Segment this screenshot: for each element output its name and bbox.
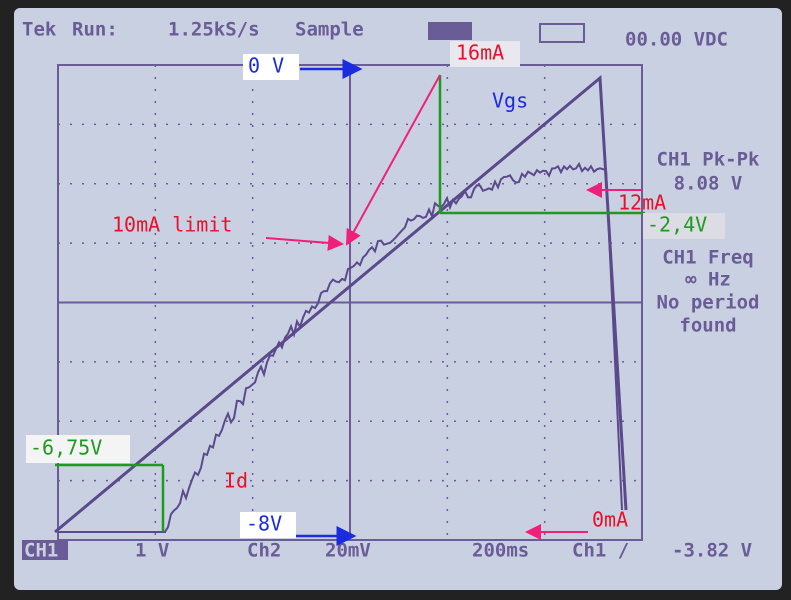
label-box — [240, 512, 296, 538]
meas2-value: ∞ Hz — [685, 269, 731, 291]
annotation: Id — [224, 469, 248, 493]
annotation: 0 V — [248, 54, 284, 78]
acq-mode: Sample — [295, 19, 364, 41]
coupling-icon — [539, 23, 585, 43]
display — [14, 8, 782, 590]
label-box — [643, 213, 725, 239]
meas2-label: CH1 Freq — [662, 247, 754, 269]
ch1-scale: 1 V — [135, 540, 169, 562]
ch2-label: Ch2 — [247, 540, 281, 562]
arrow — [265, 234, 344, 251]
trigger-source: Ch1 / — [572, 540, 629, 562]
annotation: 16mA — [456, 41, 504, 65]
meas2-note: found — [679, 315, 736, 337]
label-box — [26, 435, 130, 463]
meas2-note: No period — [657, 292, 760, 314]
annotation: -2,4V — [647, 213, 707, 237]
trigger-icon — [428, 22, 472, 40]
meas1-value: 8.08 V — [674, 173, 743, 195]
trigger-level: -3.82 V — [672, 540, 752, 562]
id-trace — [58, 161, 623, 533]
label-box — [450, 41, 520, 67]
ch1-label: CH1 — [24, 540, 58, 562]
annotation: -8V — [246, 512, 282, 536]
timebase: 200ms — [472, 540, 529, 562]
annotation: 10mA limit — [112, 213, 232, 237]
annotation: 0mA — [592, 508, 628, 532]
meas1-label: CH1 Pk-Pk — [657, 149, 761, 171]
annotation: Vgs — [492, 89, 528, 113]
ch1-badge — [22, 540, 68, 560]
dc-readout: 00.00 VDC — [625, 29, 728, 51]
brand: Tek — [22, 19, 57, 41]
vgs-trace — [54, 74, 628, 534]
annotation: -6,75V — [30, 436, 102, 460]
ch2-scale: 20mV — [325, 540, 371, 562]
status: Run: — [72, 19, 118, 41]
label-box — [243, 54, 299, 80]
sample-rate: 1.25kS/s — [168, 19, 260, 41]
traces — [54, 74, 628, 534]
arrow — [346, 74, 441, 246]
annotation: 12mA — [618, 191, 666, 215]
